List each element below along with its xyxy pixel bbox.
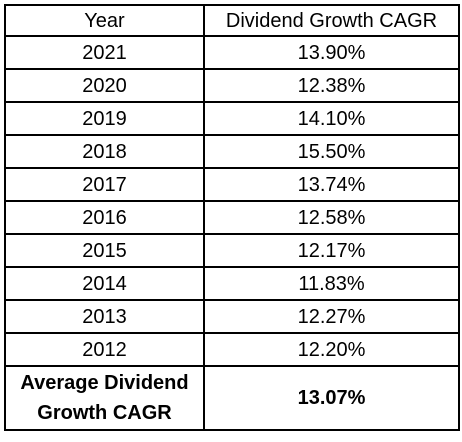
table-row: 2015 12.17% (4, 233, 460, 268)
year-cell: 2016 (4, 200, 205, 235)
cagr-cell: 12.20% (203, 332, 460, 367)
year-cell: 2021 (4, 35, 205, 70)
cagr-column-header: Dividend Growth CAGR (203, 4, 460, 37)
cagr-cell: 13.90% (203, 35, 460, 70)
table-row: 2016 12.58% (4, 200, 460, 235)
year-cell: 2013 (4, 299, 205, 334)
cagr-cell: 12.58% (203, 200, 460, 235)
cagr-cell: 15.50% (203, 134, 460, 169)
year-cell: 2012 (4, 332, 205, 367)
cagr-cell: 11.83% (203, 266, 460, 301)
table-row: 2018 15.50% (4, 134, 460, 169)
table-row: 2012 12.20% (4, 332, 460, 367)
table-row: 2013 12.27% (4, 299, 460, 334)
table-row: 2021 13.90% (4, 35, 460, 70)
table-row: 2014 11.83% (4, 266, 460, 301)
table-row: 2019 14.10% (4, 101, 460, 136)
cagr-cell: 13.74% (203, 167, 460, 202)
header-row: Year Dividend Growth CAGR (4, 4, 460, 37)
cagr-cell: 12.27% (203, 299, 460, 334)
year-column-header: Year (4, 4, 205, 37)
year-cell: 2019 (4, 101, 205, 136)
year-cell: 2017 (4, 167, 205, 202)
cagr-cell: 12.17% (203, 233, 460, 268)
table-row: 2020 12.38% (4, 68, 460, 103)
cagr-cell: 14.10% (203, 101, 460, 136)
average-label-line2: Growth CAGR (37, 402, 172, 424)
dividend-growth-table: Year Dividend Growth CAGR 2021 13.90% 20… (4, 4, 460, 431)
year-cell: 2018 (4, 134, 205, 169)
average-label-line1: Average Dividend (20, 372, 189, 394)
year-cell: 2015 (4, 233, 205, 268)
cagr-cell: 12.38% (203, 68, 460, 103)
year-cell: 2014 (4, 266, 205, 301)
average-value-cell: 13.07% (203, 365, 460, 431)
year-cell: 2020 (4, 68, 205, 103)
average-label-cell: Average Dividend Growth CAGR (4, 365, 205, 431)
summary-row: Average Dividend Growth CAGR 13.07% (4, 365, 460, 431)
table-row: 2017 13.74% (4, 167, 460, 202)
